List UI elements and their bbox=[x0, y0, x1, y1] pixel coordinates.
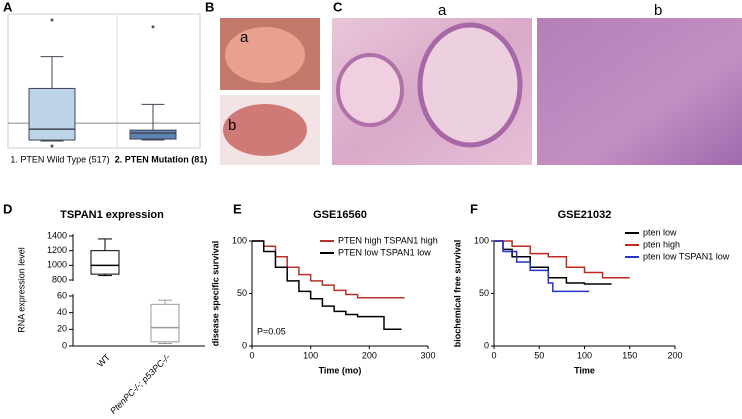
panel-label: F bbox=[470, 201, 478, 216]
tumor-shape bbox=[225, 27, 305, 83]
x-tick-label: WT bbox=[95, 352, 112, 369]
image-label: a bbox=[240, 29, 249, 46]
image-label: a bbox=[438, 2, 447, 19]
y-tick-label: 100 bbox=[232, 235, 247, 245]
panel-label: C bbox=[333, 0, 343, 14]
y-axis-label: RNA expression level bbox=[16, 247, 26, 333]
outlier bbox=[151, 25, 155, 29]
y-tick-label: 800 bbox=[52, 274, 67, 284]
panel-label: D bbox=[3, 201, 12, 216]
x-tick-label: 150 bbox=[622, 350, 637, 360]
legend-label: PTEN low TSPAN1 low bbox=[338, 247, 431, 257]
y-tick-label: 60 bbox=[57, 290, 67, 300]
survival-curve bbox=[494, 240, 612, 285]
survival-curve bbox=[494, 240, 590, 293]
x-tick-label: 100 bbox=[577, 350, 592, 360]
annotation: P=0.05 bbox=[257, 326, 286, 336]
x-tick-label: 2. PTEN Mutation (81) bbox=[115, 154, 208, 164]
x-axis-label: Time bbox=[574, 365, 595, 375]
box bbox=[129, 129, 177, 140]
y-tick-label: 50 bbox=[237, 288, 247, 298]
chart-title: TSPAN1 expression bbox=[60, 209, 164, 221]
x-tick-label: 200 bbox=[667, 350, 682, 360]
y-tick-label: 0 bbox=[484, 340, 489, 350]
y-tick-label: 1200 bbox=[47, 245, 67, 255]
survival-curve bbox=[494, 240, 630, 279]
chart-title: GSE16560 bbox=[313, 209, 367, 221]
image-label: b bbox=[228, 117, 236, 134]
y-tick-label: 100 bbox=[474, 235, 489, 245]
y-tick-label: 1000 bbox=[47, 260, 67, 270]
y-tick-label: 0 bbox=[62, 340, 67, 350]
legend-label: pten low bbox=[643, 227, 677, 237]
survival-curve bbox=[252, 240, 405, 299]
image-label: b bbox=[654, 2, 662, 19]
panel-label: B bbox=[205, 0, 214, 14]
y-axis-label: disease specific survival bbox=[210, 241, 220, 347]
histology-b bbox=[537, 18, 742, 165]
x-tick-label: PtenPC-/-; p53PC-/- bbox=[108, 352, 172, 414]
x-tick-label: 50 bbox=[534, 350, 544, 360]
outlier bbox=[50, 18, 54, 22]
x-tick-label: 1. PTEN Wild Type (517) bbox=[10, 154, 109, 164]
x-axis-label: Time (mo) bbox=[319, 365, 362, 375]
y-tick-label: 50 bbox=[479, 288, 489, 298]
box bbox=[28, 87, 76, 141]
tumor-shape bbox=[223, 104, 307, 156]
y-axis-label: biochemical free survival bbox=[452, 240, 462, 348]
survival-curve bbox=[252, 240, 402, 330]
legend-label: pten high bbox=[643, 239, 680, 249]
x-tick-label: 0 bbox=[491, 350, 496, 360]
legend-label: PTEN high TSPAN1 high bbox=[338, 235, 438, 245]
x-tick-label: 300 bbox=[420, 350, 435, 360]
plot-frame bbox=[7, 13, 201, 149]
y-tick-label: 20 bbox=[57, 324, 67, 334]
x-tick-label: 200 bbox=[362, 350, 377, 360]
panel-label: E bbox=[233, 201, 242, 216]
box bbox=[150, 303, 180, 343]
x-tick-label: 100 bbox=[303, 350, 318, 360]
y-tick-label: 1400 bbox=[47, 230, 67, 240]
gland bbox=[417, 22, 523, 148]
box bbox=[90, 250, 120, 275]
x-tick-label: 0 bbox=[249, 350, 254, 360]
outlier bbox=[50, 144, 54, 148]
y-tick-label: 40 bbox=[57, 307, 67, 317]
legend-label: pten low TSPAN1 low bbox=[643, 251, 730, 261]
panel-label: A bbox=[3, 0, 13, 14]
chart-title: GSE21032 bbox=[558, 209, 612, 221]
y-tick-label: 0 bbox=[242, 340, 247, 350]
gland bbox=[336, 53, 404, 127]
